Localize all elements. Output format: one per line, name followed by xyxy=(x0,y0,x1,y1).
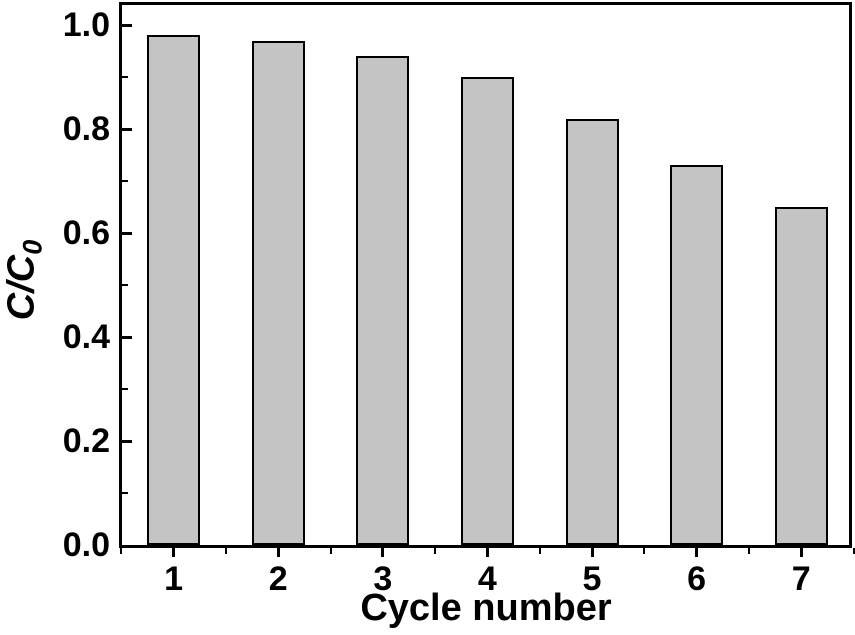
x-major-tick xyxy=(485,548,489,557)
x-tick-label-6: 6 xyxy=(687,560,707,598)
x-major-tick xyxy=(590,548,594,557)
y-tick-label-0.4: 0.4 xyxy=(62,318,110,356)
x-major-tick xyxy=(695,548,699,557)
bar-cycle-7 xyxy=(774,207,828,545)
y-minor-tick xyxy=(122,76,128,78)
x-minor-tick xyxy=(120,548,123,554)
x-tick-label-2: 2 xyxy=(268,560,288,598)
x-axis-title: Cycle number xyxy=(0,588,855,628)
y-major-tick xyxy=(122,23,132,27)
bar-cycle-3 xyxy=(356,56,410,545)
y-minor-tick xyxy=(122,284,128,286)
x-tick-label-3: 3 xyxy=(373,560,393,598)
y-axis-title: C/C0 xyxy=(0,240,48,321)
x-tick-label-5: 5 xyxy=(582,560,602,598)
y-axis-title-main: C/C xyxy=(0,254,43,321)
x-minor-tick xyxy=(538,548,541,554)
y-major-tick xyxy=(122,127,132,131)
x-minor-tick xyxy=(852,548,855,554)
x-minor-tick xyxy=(434,548,437,554)
x-major-tick xyxy=(276,548,280,557)
x-tick-label-4: 4 xyxy=(477,560,497,598)
bar-cycle-4 xyxy=(460,77,514,545)
x-major-tick xyxy=(799,548,803,557)
y-major-tick xyxy=(122,231,132,235)
y-major-tick xyxy=(122,335,132,339)
x-minor-tick xyxy=(747,548,750,554)
y-tick-label-0.2: 0.2 xyxy=(62,422,110,460)
x-tick-label-7: 7 xyxy=(791,560,811,598)
plot-inner xyxy=(122,5,849,545)
x-axis-title-text: Cycle number xyxy=(360,587,612,629)
bar-cycle-6 xyxy=(670,165,724,545)
x-major-tick xyxy=(381,548,385,557)
y-minor-tick xyxy=(122,180,128,182)
x-minor-tick xyxy=(329,548,332,554)
y-minor-tick xyxy=(122,492,128,494)
y-major-tick xyxy=(122,439,132,443)
bar-cycle-5 xyxy=(565,118,619,545)
y-tick-label-1.0: 1.0 xyxy=(62,6,110,44)
x-minor-tick xyxy=(224,548,227,554)
x-tick-label-1: 1 xyxy=(164,560,184,598)
bar-cycle-1 xyxy=(147,35,201,545)
y-tick-label-0.6: 0.6 xyxy=(62,214,110,252)
y-tick-label-0.8: 0.8 xyxy=(62,110,110,148)
x-minor-tick xyxy=(643,548,646,554)
y-tick-label-0.0: 0.0 xyxy=(62,526,110,564)
x-major-tick xyxy=(172,548,176,557)
y-minor-tick xyxy=(122,388,128,390)
bar-cycle-2 xyxy=(251,40,305,545)
plot-area xyxy=(119,2,852,548)
